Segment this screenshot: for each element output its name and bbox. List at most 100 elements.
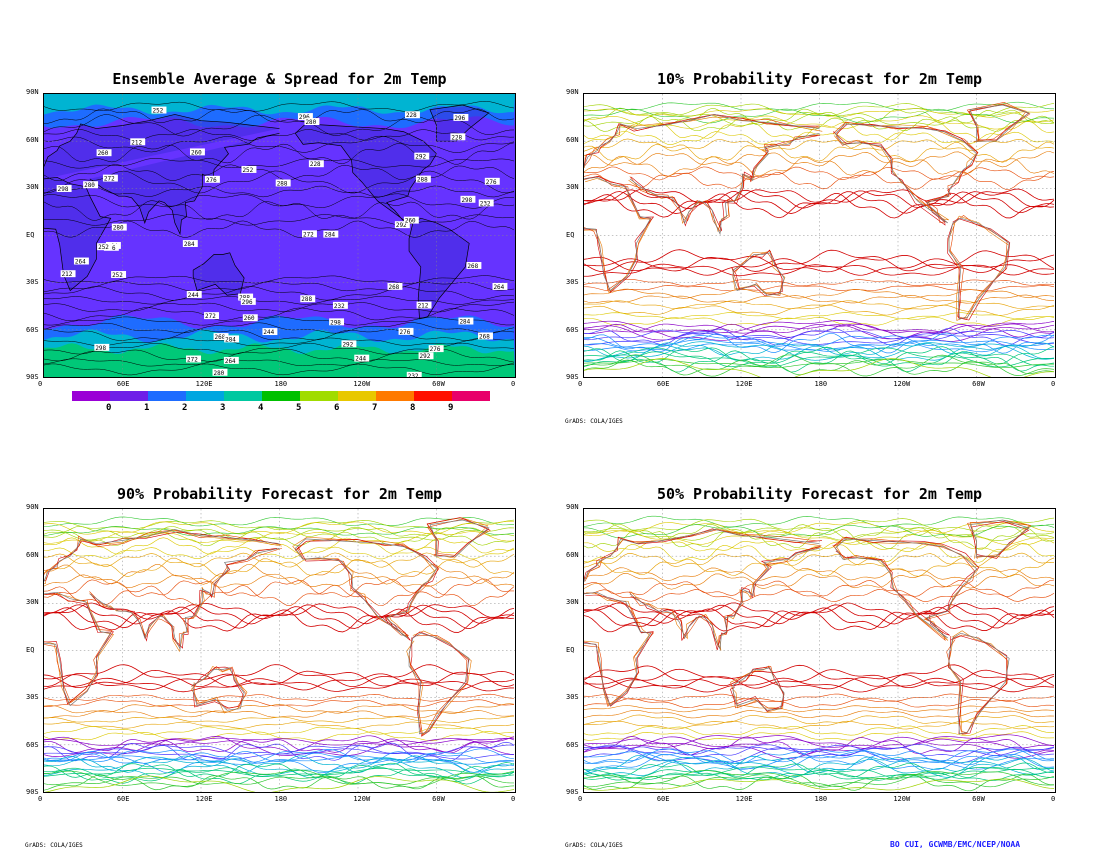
- contour-line: [44, 769, 515, 788]
- contour-label: 252: [111, 271, 127, 279]
- avg-contour: [44, 301, 515, 313]
- colorbar-label: 2: [182, 403, 188, 413]
- svg-text:232: 232: [408, 373, 419, 377]
- colorbar-segment: [300, 391, 338, 401]
- contour-line: [584, 736, 1055, 760]
- contour-line: [44, 751, 515, 774]
- contour-line: [584, 602, 1055, 620]
- lat-tick: 90S: [566, 788, 579, 796]
- land-contour: [584, 114, 820, 291]
- lat-tick: 60N: [566, 550, 579, 559]
- contour-line: [44, 574, 515, 588]
- svg-text:268: 268: [215, 334, 226, 341]
- land-contour: [947, 635, 1008, 735]
- svg-text:228: 228: [451, 134, 462, 141]
- svg-text:284: 284: [324, 232, 335, 239]
- contour-line: [44, 677, 515, 693]
- contour-line: [584, 346, 1055, 365]
- lat-tick: 90N: [566, 88, 579, 96]
- contour-line: [584, 342, 1055, 353]
- land-contour: [732, 251, 786, 295]
- land-contour: [832, 538, 975, 642]
- land-contour: [948, 215, 1010, 321]
- contour-line: [584, 604, 1055, 625]
- panel-title-p50: 50% Probability Forecast for 2m Temp: [656, 485, 983, 503]
- contour-line: [44, 531, 515, 544]
- lon-tick: 0: [511, 380, 516, 388]
- contour-label: 212: [130, 138, 146, 146]
- lon-tick: 120W: [353, 795, 371, 803]
- contour-line: [44, 516, 515, 527]
- svg-text:264: 264: [75, 259, 86, 266]
- colorbar-label: 6: [334, 403, 340, 413]
- contour-line: [584, 609, 1055, 633]
- land-contour: [44, 529, 281, 704]
- lon-tick: 180: [274, 380, 288, 388]
- svg-text:268: 268: [479, 333, 490, 340]
- contour-label: 288: [275, 179, 291, 187]
- contour-line: [584, 768, 1055, 780]
- contour-label: 280: [83, 181, 99, 189]
- svg-text:276: 276: [400, 329, 411, 336]
- contour-line: [584, 606, 1055, 629]
- contour-line: [44, 578, 515, 599]
- contour-line: [584, 543, 1055, 563]
- contour-label: 264: [223, 356, 239, 365]
- contour-label: 284: [182, 240, 198, 248]
- lat-tick: 90S: [26, 788, 39, 796]
- spread-fill: [44, 343, 515, 377]
- land-contour: [89, 548, 279, 653]
- svg-text:272: 272: [187, 356, 198, 363]
- land-contour: [970, 521, 1030, 559]
- coastline: [44, 519, 490, 735]
- contour-label: 276: [428, 345, 444, 353]
- svg-text:260: 260: [98, 150, 109, 157]
- contour-label: 260: [96, 149, 112, 157]
- lat-tick: 90N: [26, 88, 39, 96]
- contour-line: [584, 579, 1055, 597]
- lat-tick: 60S: [26, 325, 39, 334]
- svg-text:298: 298: [95, 345, 106, 352]
- lat-tick: 90N: [566, 503, 579, 511]
- contour-line: [584, 773, 1055, 792]
- avg-contour: [44, 108, 515, 124]
- contour-line: [584, 300, 1055, 309]
- land-contour: [628, 135, 817, 233]
- svg-text:276: 276: [486, 179, 497, 186]
- land-contour: [192, 666, 244, 709]
- contour-line: [584, 750, 1055, 770]
- lat-tick: 30S: [26, 278, 39, 286]
- land-fill: [409, 218, 470, 319]
- contour-line: [584, 171, 1055, 190]
- contour-label: 260: [189, 148, 205, 156]
- svg-text:260: 260: [191, 149, 202, 156]
- lat-tick: EQ: [566, 230, 575, 239]
- noaa-credit: BO CUI, GCWMB/EMC/NCEP/NOAA: [890, 840, 1021, 849]
- contour-line: [44, 752, 515, 764]
- colorbar-segment: [262, 391, 300, 401]
- lon-tick: 0: [38, 380, 43, 388]
- contour-label: 292: [394, 221, 410, 229]
- lat-tick: 60N: [26, 550, 39, 559]
- contour-label: 252: [151, 106, 167, 115]
- svg-text:252: 252: [112, 272, 123, 279]
- svg-text:280: 280: [214, 370, 225, 377]
- lat-tick: 30S: [26, 693, 39, 701]
- lat-tick: EQ: [26, 230, 35, 239]
- p90-map-svg: [44, 509, 515, 792]
- contour-label: 264: [73, 257, 89, 266]
- land-contour: [292, 536, 436, 639]
- contour-line: [44, 748, 515, 764]
- svg-text:292: 292: [415, 154, 426, 161]
- grads-credit-3: GrADS: COLA/IGES: [565, 842, 623, 849]
- contour-line: [584, 304, 1055, 316]
- contour-label: 288: [415, 175, 431, 184]
- land-contour: [628, 546, 821, 647]
- contour-line: [584, 529, 1055, 545]
- colorbar-label: 4: [258, 403, 264, 413]
- contour-line: [584, 589, 1055, 602]
- svg-text:272: 272: [104, 176, 115, 183]
- land-fill: [44, 114, 280, 291]
- avg-contour: [44, 214, 515, 226]
